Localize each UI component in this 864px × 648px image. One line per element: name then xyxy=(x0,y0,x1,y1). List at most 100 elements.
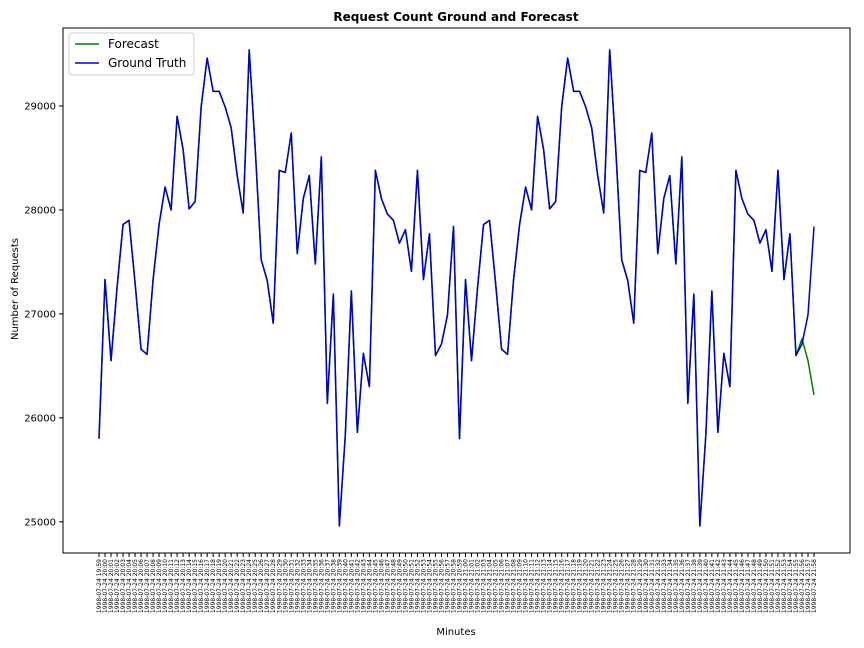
x-tick-label: 1998-07-24 20:26 xyxy=(258,559,265,613)
x-tick-label: 1998-07-24 20:49 xyxy=(396,559,403,613)
x-tick-label: 1998-07-24 20:36 xyxy=(318,559,325,613)
x-tick-label: 1998-07-24 21:23 xyxy=(601,559,608,613)
x-tick-label: 1998-07-24 21:00 xyxy=(463,559,470,613)
x-tick-label: 1998-07-24 20:59 xyxy=(457,559,464,613)
x-tick-label: 1998-07-24 20:05 xyxy=(132,559,139,613)
x-tick-label: 1998-07-24 21:16 xyxy=(559,559,566,613)
x-tick-label: 1998-07-24 20:44 xyxy=(366,559,373,613)
x-tick-label: 1998-07-24 21:56 xyxy=(799,559,806,613)
x-tick-label: 1998-07-24 20:16 xyxy=(198,559,205,613)
legend: Forecast Ground Truth xyxy=(68,32,195,76)
x-tick-label: 1998-07-24 20:57 xyxy=(444,559,451,613)
x-tick-label: 1998-07-24 20:38 xyxy=(330,559,337,613)
x-tick-label: 1998-07-24 20:07 xyxy=(144,559,151,613)
plot-area: 25000 26000 27000 28000 29000 1998-07-24 19:5… xyxy=(24,27,851,613)
x-tick-label: 1998-07-24 21:02 xyxy=(475,559,482,613)
y-tick-label: 27000 xyxy=(24,309,56,320)
x-tick-label: 1998-07-24 20:04 xyxy=(126,559,133,613)
x-tick-label: 1998-07-24 20:40 xyxy=(342,559,349,613)
x-tick-label: 1998-07-24 20:37 xyxy=(324,559,331,613)
x-tick-label: 1998-07-24 21:28 xyxy=(631,559,638,613)
x-tick-label: 1998-07-24 21:37 xyxy=(685,559,692,613)
x-tick-label: 1998-07-24 20:06 xyxy=(138,559,145,613)
x-tick-label: 1998-07-24 20:28 xyxy=(270,559,277,613)
x-tick-label: 1998-07-24 21:53 xyxy=(781,559,788,613)
x-tick-label: 1998-07-24 21:08 xyxy=(511,559,518,613)
chart-title: Request Count Ground and Forecast xyxy=(333,10,578,24)
x-tick-label: 1998-07-24 20:53 xyxy=(420,559,427,613)
y-tick-label: 25000 xyxy=(24,517,56,528)
x-tick-label: 1998-07-24 20:30 xyxy=(282,559,289,613)
x-tick-label: 1998-07-24 21:31 xyxy=(649,559,656,613)
x-tick-label: 1998-07-24 19:59 xyxy=(96,559,103,613)
x-tick-label: 1998-07-24 21:48 xyxy=(751,559,758,613)
x-tick-label: 1998-07-24 20:52 xyxy=(414,559,421,613)
x-tick-label: 1998-07-24 21:49 xyxy=(757,559,764,613)
x-tick-label: 1998-07-24 20:58 xyxy=(450,559,457,613)
x-tick-label: 1998-07-24 20:24 xyxy=(246,559,253,613)
y-tick-label: 28000 xyxy=(24,205,56,216)
x-tick-label: 1998-07-24 21:25 xyxy=(613,559,620,613)
x-tick-label: 1998-07-24 21:40 xyxy=(703,559,710,613)
x-tick-label: 1998-07-24 21:15 xyxy=(553,559,560,613)
x-tick-label: 1998-07-24 20:55 xyxy=(432,559,439,613)
x-tick-label: 1998-07-24 21:32 xyxy=(655,559,662,613)
x-tick-label: 1998-07-24 20:11 xyxy=(168,559,175,613)
x-tick-label: 1998-07-24 20:18 xyxy=(210,559,217,613)
x-tick-label: 1998-07-24 21:22 xyxy=(595,559,602,613)
x-tick-label: 1998-07-24 21:58 xyxy=(811,559,818,613)
x-tick-label: 1998-07-24 21:06 xyxy=(499,559,506,613)
series-line-ground-truth xyxy=(98,49,815,527)
x-tick-label: 1998-07-24 21:27 xyxy=(625,559,632,613)
x-tick-label: 1998-07-24 20:20 xyxy=(222,559,229,613)
x-tick-label: 1998-07-24 20:47 xyxy=(384,559,391,613)
x-tick-label: 1998-07-24 21:36 xyxy=(679,559,686,613)
x-tick-label: 1998-07-24 21:35 xyxy=(673,559,680,613)
legend-label: Forecast xyxy=(108,37,159,51)
x-tick-label: 1998-07-24 21:44 xyxy=(727,559,734,613)
x-tick-label: 1998-07-24 21:29 xyxy=(637,559,644,613)
x-tick-label: 1998-07-24 21:19 xyxy=(577,559,584,613)
x-tick-label: 1998-07-24 20:41 xyxy=(348,559,355,613)
x-tick-label: 1998-07-24 21:34 xyxy=(667,559,674,613)
y-axis-label: Number of Requests xyxy=(10,238,21,340)
x-tick-label: 1998-07-24 20:39 xyxy=(336,559,343,613)
y-tick-label: 26000 xyxy=(24,413,56,424)
x-tick-label: 1998-07-24 20:51 xyxy=(408,559,415,613)
y-tick-label: 29000 xyxy=(24,101,56,112)
x-tick-label: 1998-07-24 21:50 xyxy=(763,559,770,613)
x-tick-label: 1998-07-24 20:42 xyxy=(354,559,361,613)
x-tick-label: 1998-07-24 21:09 xyxy=(517,559,524,613)
x-tick-label: 1998-07-24 20:15 xyxy=(192,559,199,613)
x-tick-label: 1998-07-24 21:03 xyxy=(481,559,488,613)
x-tick-label: 1998-07-24 21:04 xyxy=(487,559,494,613)
x-tick-label: 1998-07-24 21:42 xyxy=(715,559,722,613)
x-tick-label: 1998-07-24 20:19 xyxy=(216,559,223,613)
x-tick-label: 1998-07-24 20:17 xyxy=(204,559,211,613)
x-tick-label: 1998-07-24 21:13 xyxy=(541,559,548,613)
x-tick-label: 1998-07-24 21:30 xyxy=(643,559,650,613)
x-tick-label: 1998-07-24 21:33 xyxy=(661,559,668,613)
x-tick-label: 1998-07-24 20:43 xyxy=(360,559,367,613)
x-tick-label: 1998-07-24 20:48 xyxy=(390,559,397,613)
x-tick-label: 1998-07-24 20:29 xyxy=(276,559,283,613)
x-tick-label: 1998-07-24 21:54 xyxy=(787,559,794,613)
x-tick-label: 1998-07-24 21:46 xyxy=(739,559,746,613)
x-tick-label: 1998-07-24 21:07 xyxy=(505,559,512,613)
x-tick-label: 1998-07-24 21:55 xyxy=(793,559,800,613)
x-tick-label: 1998-07-24 21:26 xyxy=(619,559,626,613)
x-tick-label: 1998-07-24 20:34 xyxy=(306,559,313,613)
x-tick-label: 1998-07-24 21:20 xyxy=(583,559,590,613)
x-tick-label: 1998-07-24 20:03 xyxy=(120,559,127,613)
x-tick-label: 1998-07-24 21:57 xyxy=(805,559,812,613)
x-tick-label: 1998-07-24 21:51 xyxy=(769,559,776,613)
legend-label: Ground Truth xyxy=(108,56,186,70)
x-tick-label: 1998-07-24 20:12 xyxy=(174,559,181,613)
series-line-forecast xyxy=(98,49,815,527)
x-tick-label: 1998-07-24 20:02 xyxy=(114,559,121,613)
x-tick-label: 1998-07-24 20:08 xyxy=(150,559,157,613)
x-tick-label: 1998-07-24 20:32 xyxy=(294,559,301,613)
x-tick-label: 1998-07-24 20:50 xyxy=(402,559,409,613)
x-tick-label: 1998-07-24 21:47 xyxy=(745,559,752,613)
